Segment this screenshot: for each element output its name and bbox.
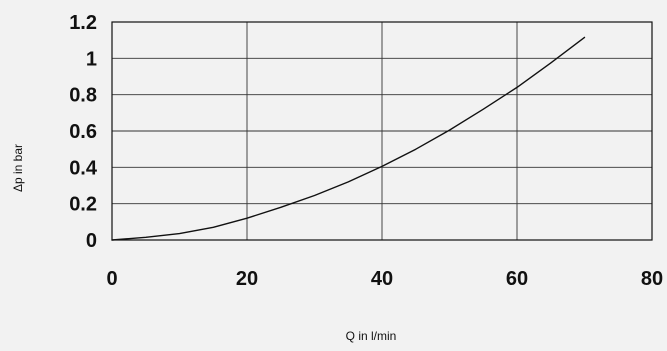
x-tick-label: 40 [371,268,393,290]
y-tick-label: 1 [86,48,97,70]
y-axis-title: Δp in bar [11,144,25,192]
x-tick-label: 60 [506,268,528,290]
y-tick-label: 0 [86,230,97,252]
y-tick-label: 0.4 [69,157,98,179]
x-tick-label: 0 [106,268,117,290]
y-axis-tick-labels: 0 0.2 0.4 0.6 0.8 1 1.2 [69,12,98,252]
series-layer [111,36,586,241]
x-axis-tick-labels: 0 20 40 60 80 [106,268,663,290]
y-tick-label: 1.2 [69,12,97,34]
series-line [111,36,586,241]
y-tick-label: 0.2 [69,194,97,216]
x-tick-label: 80 [641,268,663,290]
y-tick-label: 0.6 [69,121,97,143]
grid [112,22,652,240]
plot-area-frame [111,21,653,241]
y-tick-label: 0.8 [69,85,97,107]
x-axis-title: Q in l/min [346,329,397,343]
x-tick-label: 20 [236,268,258,290]
